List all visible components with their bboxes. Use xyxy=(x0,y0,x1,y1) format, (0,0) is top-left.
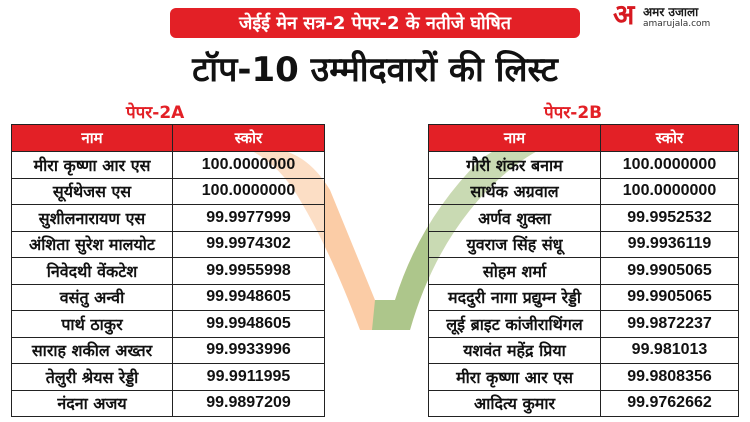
headline-text: जेईई मेन सत्र-2 पेपर-2 के नतीजे घोषित xyxy=(238,13,511,34)
column-header-score: स्कोर xyxy=(172,124,325,152)
candidate-score: 99.9974302 xyxy=(172,230,325,258)
candidate-score: 100.0000000 xyxy=(600,151,739,179)
table-header-row: नाम स्कोर xyxy=(11,124,325,152)
candidate-name: सार्थक अग्रवाल xyxy=(428,177,601,205)
table-row: अंशिता सुरेश मालयोट 99.9974302 xyxy=(11,230,325,258)
candidate-name: युवराज सिंह संधू xyxy=(428,230,601,258)
table-row: युवराज सिंह संधू 99.9936119 xyxy=(428,230,739,258)
table-row: सुशीलनारायण एस 99.9977999 xyxy=(11,204,325,232)
candidate-score: 99.9948605 xyxy=(172,310,325,338)
candidate-name: मददुरी नागा प्रद्युम्न रेड्डी xyxy=(428,283,601,311)
paper-2b-table: नाम स्कोर गौरी शंकर बनाम 100.0000000 सार्… xyxy=(428,124,739,417)
candidate-score: 99.9762662 xyxy=(600,389,739,417)
candidate-score: 99.9897209 xyxy=(172,389,325,417)
table-row: सूर्यथेजस एस 100.0000000 xyxy=(11,177,325,205)
table-header-row: नाम स्कोर xyxy=(428,124,739,152)
paper-2b-label: पेपर-2B xyxy=(544,103,603,123)
candidate-score: 99.9977999 xyxy=(172,204,325,232)
column-header-name: नाम xyxy=(11,124,173,152)
candidate-score: 99.9872237 xyxy=(600,310,739,338)
candidate-name: वसंतु अन्वी xyxy=(11,283,173,311)
table-row: अर्णव शुक्ला 99.9952532 xyxy=(428,204,739,232)
table-row: सार्थक अग्रवाल 100.0000000 xyxy=(428,177,739,205)
candidate-score: 100.0000000 xyxy=(600,177,739,205)
table-row: आदित्य कुमार 99.9762662 xyxy=(428,389,739,417)
candidate-score: 99.9905065 xyxy=(600,257,739,285)
candidate-name: लूई ब्राइट कांजीराथिंगल xyxy=(428,310,601,338)
table-row: वसंतु अन्वी 99.9948605 xyxy=(11,283,325,311)
candidate-name: नंदना अजय xyxy=(11,389,173,417)
table-row: मीरा कृष्णा आर एस 100.0000000 xyxy=(11,151,325,179)
candidate-score: 99.9948605 xyxy=(172,283,325,311)
candidate-name: मीरा कृष्णा आर एस xyxy=(11,151,173,179)
candidate-score: 99.9936119 xyxy=(600,230,739,258)
column-header-score: स्कोर xyxy=(600,124,739,152)
candidate-name: आदित्य कुमार xyxy=(428,389,601,417)
column-header-name: नाम xyxy=(428,124,601,152)
candidate-name: गौरी शंकर बनाम xyxy=(428,151,601,179)
candidate-score: 99.9905065 xyxy=(600,283,739,311)
candidate-name: पार्थ ठाकुर xyxy=(11,310,173,338)
table-row: तेलुरी श्रेयस रेड्डी 99.9911995 xyxy=(11,363,325,391)
candidate-score: 100.0000000 xyxy=(172,151,325,179)
table-row: निवेदथी वेंकटेश 99.9955998 xyxy=(11,257,325,285)
table-row: नंदना अजय 99.9897209 xyxy=(11,389,325,417)
candidate-score: 99.9808356 xyxy=(600,363,739,391)
candidate-name: साराह शकील अख्तर xyxy=(11,336,173,364)
table-row: साराह शकील अख्तर 99.9933996 xyxy=(11,336,325,364)
table-row: मददुरी नागा प्रद्युम्न रेड्डी 99.9905065 xyxy=(428,283,739,311)
candidate-score: 99.981013 xyxy=(600,336,739,364)
logo-url: amarujala.com xyxy=(643,19,711,29)
candidate-score: 99.9955998 xyxy=(172,257,325,285)
table-row: लूई ब्राइट कांजीराथिंगल 99.9872237 xyxy=(428,310,739,338)
candidate-name: सोहम शर्मा xyxy=(428,257,601,285)
headline-banner: जेईई मेन सत्र-2 पेपर-2 के नतीजे घोषित xyxy=(170,8,580,38)
candidate-score: 99.9933996 xyxy=(172,336,325,364)
candidate-score: 100.0000000 xyxy=(172,177,325,205)
paper-2a-label: पेपर-2A xyxy=(126,103,185,123)
candidate-score: 99.9911995 xyxy=(172,363,325,391)
candidate-name: सूर्यथेजस एस xyxy=(11,177,173,205)
paper-2a-table: नाम स्कोर मीरा कृष्णा आर एस 100.0000000 स… xyxy=(11,124,325,417)
candidate-name: तेलुरी श्रेयस रेड्डी xyxy=(11,363,173,391)
amarujala-logo[interactable]: अ अमर उजाला amarujala.com xyxy=(613,0,747,30)
table-row: यशवंत महेंद्र प्रिया 99.981013 xyxy=(428,336,739,364)
candidate-name: सुशीलनारायण एस xyxy=(11,204,173,232)
page-title: टॉप-10 उम्मीदवारों की लिस्ट xyxy=(192,50,558,90)
candidate-name: यशवंत महेंद्र प्रिया xyxy=(428,336,601,364)
candidate-name: अंशिता सुरेश मालयोट xyxy=(11,230,173,258)
table-row: सोहम शर्मा 99.9905065 xyxy=(428,257,739,285)
table-row: मीरा कृष्णा आर एस 99.9808356 xyxy=(428,363,739,391)
candidate-name: मीरा कृष्णा आर एस xyxy=(428,363,601,391)
logo-name: अमर उजाला xyxy=(643,5,699,19)
candidate-score: 99.9952532 xyxy=(600,204,739,232)
candidate-name: अर्णव शुक्ला xyxy=(428,204,601,232)
table-row: गौरी शंकर बनाम 100.0000000 xyxy=(428,151,739,179)
logo-mark: अ xyxy=(613,0,635,31)
candidate-name: निवेदथी वेंकटेश xyxy=(11,257,173,285)
table-row: पार्थ ठाकुर 99.9948605 xyxy=(11,310,325,338)
